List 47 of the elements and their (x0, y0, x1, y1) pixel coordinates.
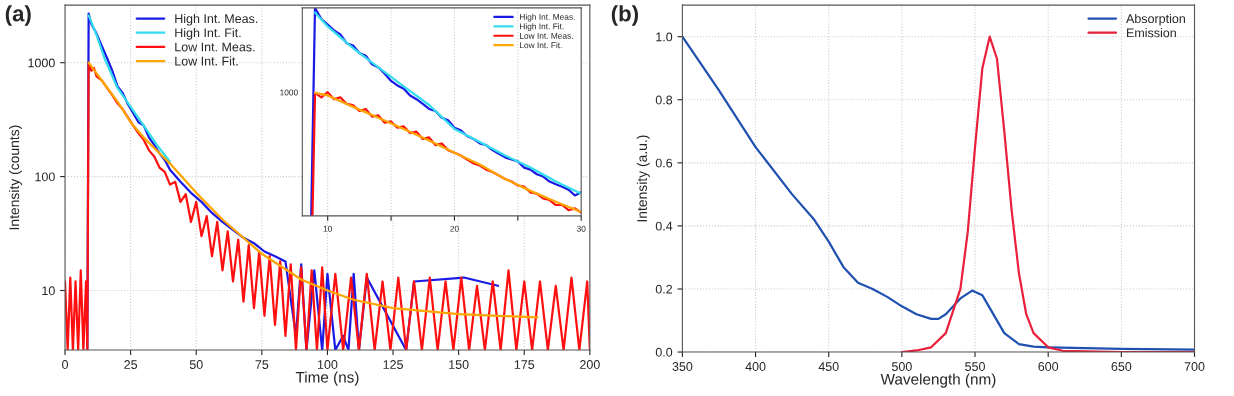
y-tick-label: 0.2 (655, 284, 673, 294)
y-axis-title: Intensity (a.u.) (636, 135, 650, 222)
x-tick-label: 200 (580, 360, 600, 369)
y-tick-label: 0.4 (655, 221, 673, 231)
x-tick-label: 650 (1111, 362, 1132, 371)
legend-label: Absorption (1126, 13, 1185, 26)
x-axis-title: Time (ns) (295, 371, 359, 386)
x-tick-label: 400 (745, 362, 766, 371)
x-tick-label: 30 (576, 225, 586, 232)
x-tick-label: 100 (317, 360, 338, 369)
x-tick-label: 550 (965, 362, 985, 371)
legend-label: High Int. Meas. (175, 13, 258, 26)
x-tick-label: 500 (891, 362, 912, 371)
x-tick-label: 25 (124, 360, 138, 369)
x-tick-label: 125 (383, 360, 403, 369)
legend-label: Emission (1127, 28, 1176, 38)
text: (b) (611, 5, 638, 26)
x-tick-label: 75 (255, 360, 269, 369)
y-axis-title: Intensity (counts) (9, 125, 22, 230)
legend-label: Low Int. Fit. (520, 42, 562, 49)
legend-label: High Int. Fit. (175, 28, 241, 40)
annotation: 1000 (280, 89, 298, 96)
line-series (87, 14, 172, 163)
x-tick-label: 150 (449, 360, 469, 369)
legend-label: Low Int. Meas. (175, 42, 255, 52)
x-tick-label: 0 (62, 360, 69, 369)
x-tick-label: 700 (1184, 362, 1205, 371)
legend-label: High Int. Fit. (520, 23, 564, 31)
y-tick-label: 10 (42, 286, 55, 296)
x-tick-label: 450 (818, 362, 839, 371)
legend-label: High Int. Meas. (520, 13, 575, 22)
x-tick-label: 50 (189, 360, 203, 369)
text: (a) (5, 5, 31, 26)
y-tick-label: 0.6 (655, 158, 673, 168)
y-tick-label: 0.0 (655, 347, 673, 357)
legend-label: Low Int. Meas. (520, 32, 573, 39)
x-tick-label: 20 (450, 225, 459, 232)
x-tick-label: 600 (1038, 362, 1059, 371)
y-tick-label: 1.0 (656, 32, 673, 42)
legend-label: Low Int. Fit. (175, 56, 238, 66)
x-tick-label: 10 (323, 225, 332, 232)
y-tick-label: 100 (35, 172, 55, 182)
x-tick-label: 175 (514, 360, 535, 369)
y-tick-label: 0.8 (655, 95, 673, 105)
x-axis-title: Wavelength (nm) (880, 373, 996, 388)
x-tick-label: 350 (672, 362, 693, 371)
y-tick-label: 1000 (28, 58, 55, 68)
